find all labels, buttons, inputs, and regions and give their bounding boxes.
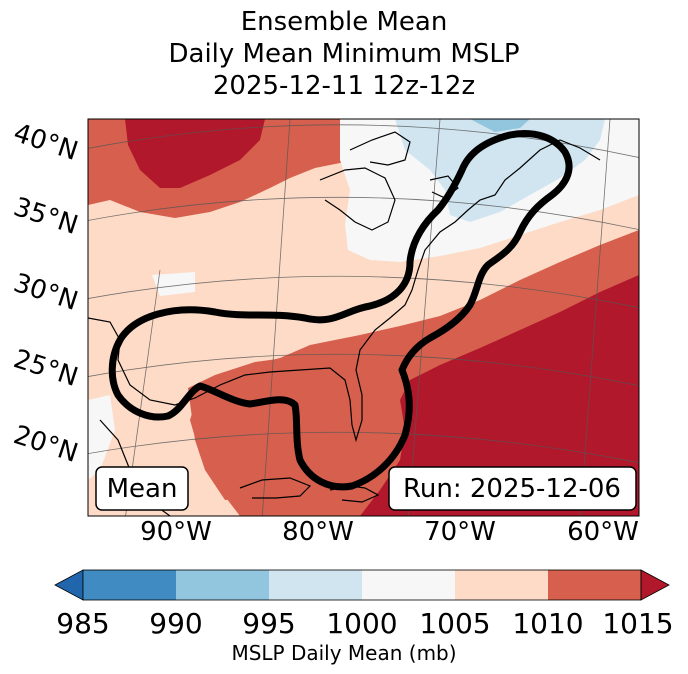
lon-label-90w: 90°W <box>140 517 212 547</box>
lat-label-35: 35°N <box>10 192 82 241</box>
run-label-box: Run: 2025-12-06 <box>388 466 637 511</box>
lat-label-25: 25°N <box>10 344 82 393</box>
pressure-band-990-995-patch <box>470 119 530 132</box>
colorbar-tick-990: 990 <box>149 607 202 640</box>
colorbar-extend-low <box>54 569 84 601</box>
colorbar-tick-1015: 1015 <box>602 607 673 640</box>
map-border <box>87 118 640 517</box>
pressure-band-1010-1015-gulf <box>188 352 362 500</box>
colorbar-tick-1010: 1010 <box>512 607 583 640</box>
colorbar-tick-995: 995 <box>242 607 295 640</box>
mean-label: Mean <box>107 474 178 504</box>
longitude-labels: 90°W 80°W 70°W 60°W <box>140 517 639 547</box>
colorbar-swatch-1010-1015 <box>548 570 641 600</box>
colorbar-swatch-995-1000 <box>269 570 362 600</box>
colorbar-extend-high <box>640 569 670 601</box>
title-line-3: 2025-12-11 12z-12z <box>212 71 476 101</box>
colorbar-tick-985: 985 <box>56 607 109 640</box>
colorbar-tick-1005: 1005 <box>419 607 490 640</box>
title-line-1: Ensemble Mean <box>240 7 448 37</box>
lat-label-20: 20°N <box>10 420 82 469</box>
lat-label-40: 40°N <box>10 118 82 167</box>
title-line-2: Daily Mean Minimum MSLP <box>168 39 520 69</box>
pressure-band-1000-1005-southwest <box>88 395 115 480</box>
contour-icon <box>108 130 573 491</box>
lat-label-30: 30°N <box>10 268 82 317</box>
latitude-labels: 40°N 35°N 30°N 25°N 20°N <box>10 118 82 469</box>
colorbar-ticks: 985 990 995 1000 1005 1010 1015 <box>56 607 673 640</box>
pressure-band-1015-plus-northwest <box>125 119 265 188</box>
pressure-band-1015-plus-southeast <box>360 275 639 516</box>
lon-label-80w: 80°W <box>282 517 354 547</box>
colorbar-swatch-990-995 <box>176 570 269 600</box>
colorbar-label: MSLP Daily Mean (mb) <box>231 641 457 665</box>
colorbar-swatch-985-990 <box>83 570 176 600</box>
lon-label-60w: 60°W <box>567 517 639 547</box>
lon-label-70w: 70°W <box>424 517 496 547</box>
colorbar-tick-1000: 1000 <box>326 607 397 640</box>
map-panel <box>88 119 639 516</box>
colorbar-swatch-1000-1005 <box>362 570 455 600</box>
colorbar-swatch-1005-1010 <box>455 570 548 600</box>
mean-label-box: Mean <box>95 466 189 511</box>
colorbar: 985 990 995 1000 1005 1010 1015 <box>54 569 674 640</box>
pressure-band-1000-1005-patch <box>152 272 195 296</box>
run-label: Run: 2025-12-06 <box>403 474 621 504</box>
